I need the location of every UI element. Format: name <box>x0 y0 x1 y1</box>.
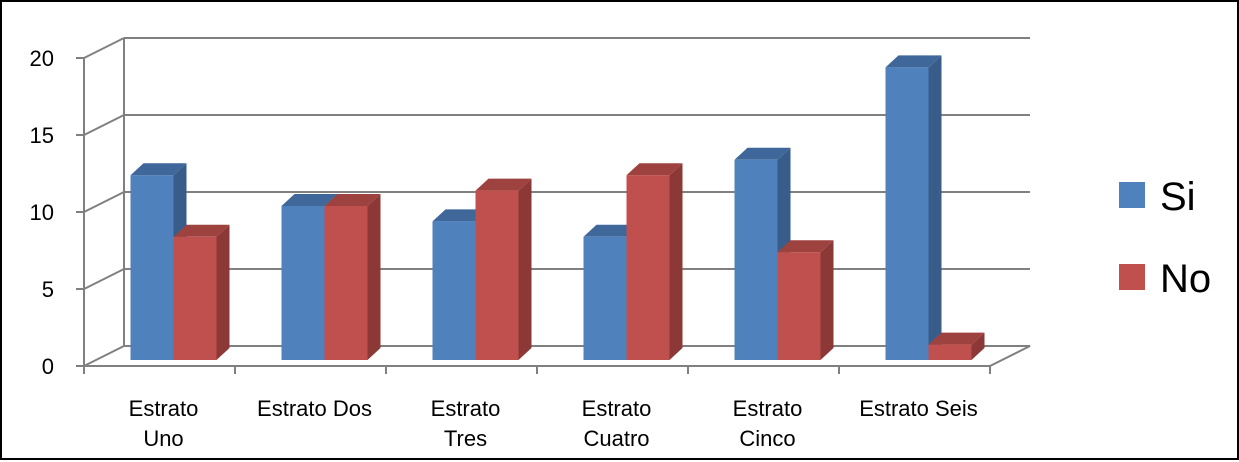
bar-front <box>281 206 325 360</box>
bar-front <box>626 175 670 360</box>
bar-front <box>928 344 972 360</box>
x-tick-label: Estrato Dos <box>257 396 372 421</box>
bar-side <box>216 224 230 360</box>
bar-front <box>734 159 778 360</box>
bar-top <box>432 209 489 222</box>
y-tick-label: 20 <box>30 46 54 71</box>
bar-si <box>885 55 942 361</box>
legend-label-no: No <box>1160 257 1211 301</box>
x-tick-label: Estrato Tres <box>431 396 501 451</box>
y-tick-label: 0 <box>42 354 54 379</box>
bar-top <box>475 178 532 191</box>
bar-top <box>777 240 834 253</box>
bar-no <box>324 194 381 360</box>
bar-front <box>130 175 174 360</box>
legend: Si No <box>1119 175 1211 301</box>
bar-top <box>324 194 381 206</box>
legend-swatch-si <box>1119 182 1145 208</box>
y-tick-label: 15 <box>30 123 54 148</box>
bar-no <box>777 240 834 360</box>
gridline-diagonal <box>83 114 125 136</box>
bar-no <box>626 163 683 360</box>
bar-top <box>583 224 640 237</box>
bar-side <box>928 55 942 361</box>
bar-top <box>928 332 985 345</box>
bar-front <box>475 190 519 360</box>
gridline-diagonal <box>83 268 125 290</box>
bar-front <box>885 67 929 361</box>
bar-top <box>626 163 683 176</box>
bar-top <box>281 194 338 206</box>
bar-si <box>432 209 489 360</box>
bar-front <box>777 252 821 360</box>
gridline-diagonal <box>83 37 125 59</box>
bars <box>130 55 985 361</box>
x-axis: Estrato Uno Estrato Dos Estrato Tres Estrato C… <box>83 366 991 451</box>
x-tick-label: Estrato Seis <box>859 396 978 421</box>
bar-front <box>173 236 217 360</box>
bar-front <box>432 221 476 360</box>
x-tick-label: Estrato Uno <box>129 396 199 451</box>
legend-label-si: Si <box>1160 175 1196 219</box>
bar-top <box>173 224 230 237</box>
gridline-diagonal <box>83 191 125 213</box>
x-tick-label: Estrato Cinco <box>733 396 803 451</box>
bar-side <box>367 194 381 360</box>
gridlines <box>83 37 1030 290</box>
bar-side <box>820 240 834 360</box>
bar-side <box>669 163 683 360</box>
bar-top <box>734 147 791 160</box>
y-axis: 0 5 10 15 20 <box>30 46 84 379</box>
bar-front <box>583 236 627 360</box>
bar-top <box>885 55 942 68</box>
bar-side <box>971 332 985 360</box>
y-tick-label: 5 <box>42 277 54 302</box>
bar-side <box>518 178 532 360</box>
bar-top <box>130 163 187 176</box>
y-tick-label: 10 <box>30 200 54 225</box>
bar-no <box>173 224 230 360</box>
bar-front <box>324 206 368 360</box>
bar-no <box>928 332 985 360</box>
legend-swatch-no <box>1119 264 1145 290</box>
x-tick-label: Estrato Cuatro <box>582 396 652 451</box>
bar-no <box>475 178 532 360</box>
